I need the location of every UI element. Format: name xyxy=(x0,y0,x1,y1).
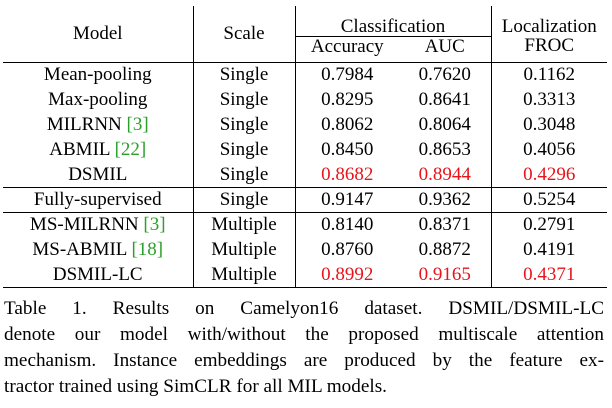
table-row: DSMIL-LC Multiple 0.8992 0.9165 0.4371 xyxy=(3,262,607,288)
header-accuracy: Accuracy xyxy=(295,35,399,63)
accuracy-cell-best: 0.8682 xyxy=(295,162,399,188)
header-row-1: Model Scale Classification Localization xyxy=(3,6,607,63)
froc-cell: 0.1162 xyxy=(523,64,576,86)
caption-line: Table 1. Results on Camelyon16 dataset. … xyxy=(4,298,604,319)
model-cell: DSMIL xyxy=(3,162,194,188)
scale-cell: Single xyxy=(193,87,296,112)
header-scale: Scale xyxy=(193,6,296,63)
scale-cell: Multiple xyxy=(193,262,296,288)
accuracy-cell: 0.8295 xyxy=(321,89,374,110)
caption-line: tractor trained using SimCLR for all MIL… xyxy=(4,376,387,397)
header-model: Model xyxy=(3,6,194,63)
model-cell: MS-MILRNN [3] xyxy=(3,212,194,237)
model-cell: Fully-supervised xyxy=(3,187,194,213)
citation-link[interactable]: [3] xyxy=(143,214,166,236)
header-classification-label: Classification xyxy=(340,15,446,37)
table-row: Mean-pooling Single 0.7984 0.7620 0.1162 xyxy=(3,62,607,87)
model-cell: MILRNN [3] xyxy=(3,112,194,137)
caption-line: denote our model with/without the propos… xyxy=(4,324,604,345)
froc-cell-bold: 0.5254 xyxy=(491,187,607,213)
model-cell: ABMIL [22] xyxy=(3,137,194,162)
header-classification: Classification xyxy=(295,6,492,37)
table-row: ABMIL [22] Single 0.8450 0.8653 0.4056 xyxy=(3,137,607,162)
froc-cell: 0.4191 xyxy=(523,239,576,260)
froc-cell: 0.4056 xyxy=(523,139,576,160)
froc-cell: 0.3048 xyxy=(523,114,576,135)
accuracy-cell-bold: 0.9147 xyxy=(295,187,399,213)
results-table: Model Scale Classification Localization … xyxy=(3,6,607,288)
auc-cell: 0.8641 xyxy=(399,87,492,112)
header-auc: AUC xyxy=(399,35,492,63)
header-row-2: Accuracy AUC FROC xyxy=(3,35,607,63)
froc-cell-best: 0.4371 xyxy=(491,262,607,288)
auc-cell: 0.8064 xyxy=(399,112,492,137)
table-row: MILRNN [3] Single 0.8062 0.8064 0.3048 xyxy=(3,112,607,137)
citation-link[interactable]: [3] xyxy=(126,114,149,135)
model-name: DSMIL-LC xyxy=(52,263,143,285)
accuracy-cell: 0.8140 xyxy=(321,214,374,236)
accuracy-cell: 0.7984 xyxy=(321,64,374,86)
model-name: MILRNN xyxy=(46,114,127,135)
auc-cell: 0.8872 xyxy=(399,237,492,262)
table-row: DSMIL Single 0.8682 0.8944 0.4296 xyxy=(3,162,607,188)
caption-line: mechanism. Instance embeddings are produ… xyxy=(4,350,604,371)
auc-cell: 0.8653 xyxy=(399,137,492,162)
citation-link[interactable]: [22] xyxy=(114,139,147,160)
table-row: Max-pooling Single 0.8295 0.8641 0.3313 xyxy=(3,87,607,112)
model-name: Max-pooling xyxy=(48,89,148,110)
model-name: MS-ABMIL xyxy=(32,239,132,260)
model-name: Fully-supervised xyxy=(33,189,162,210)
model-cell: Mean-pooling xyxy=(3,62,194,87)
header-froc: FROC xyxy=(491,36,607,63)
model-name: ABMIL xyxy=(49,139,115,160)
scale-cell: Multiple xyxy=(193,212,296,237)
table-row: Fully-supervised Single 0.9147 0.9362 0.… xyxy=(3,187,607,213)
accuracy-cell: 0.8062 xyxy=(321,114,374,135)
model-cell: MS-ABMIL [18] xyxy=(3,237,194,262)
model-name: MS-MILRNN xyxy=(29,214,144,236)
table-caption: Table 1. Results on Camelyon16 dataset. … xyxy=(4,296,604,400)
accuracy-cell: 0.8760 xyxy=(321,239,374,260)
auc-cell: 0.7620 xyxy=(399,62,492,87)
accuracy-cell-best: 0.8992 xyxy=(295,262,399,288)
accuracy-cell: 0.8450 xyxy=(321,139,374,160)
froc-cell: 0.2791 xyxy=(523,214,576,236)
scale-cell: Single xyxy=(193,112,296,137)
model-cell: DSMIL-LC xyxy=(3,262,194,288)
table-row: MS-ABMIL [18] Multiple 0.8760 0.8872 0.4… xyxy=(3,237,607,262)
scale-cell: Single xyxy=(193,162,296,188)
auc-cell-best: 0.8944 xyxy=(399,162,492,188)
model-name: DSMIL xyxy=(68,163,128,185)
scale-cell: Single xyxy=(193,62,296,87)
scale-cell: Single xyxy=(193,187,296,213)
auc-cell-bold: 0.9362 xyxy=(399,187,492,213)
auc-cell: 0.8371 xyxy=(399,212,492,237)
model-cell: Max-pooling xyxy=(3,87,194,112)
auc-cell-best: 0.9165 xyxy=(399,262,492,288)
table-row: MS-MILRNN [3] Multiple 0.8140 0.8371 0.2… xyxy=(3,212,607,237)
froc-cell: 0.3313 xyxy=(523,89,576,110)
header-localization: Localization xyxy=(501,16,597,37)
model-name: Mean-pooling xyxy=(43,64,152,86)
froc-cell-best: 0.4296 xyxy=(491,162,607,188)
scale-cell: Single xyxy=(193,137,296,162)
scale-cell: Multiple xyxy=(193,237,296,262)
citation-link[interactable]: [18] xyxy=(131,239,164,260)
